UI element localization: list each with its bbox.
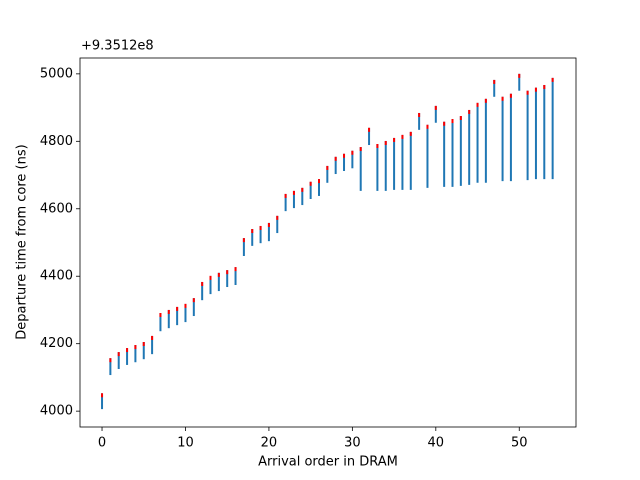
y-tick-label: 4400 [40, 269, 73, 284]
y-tick-label: 4800 [40, 134, 73, 149]
y-tick-label: 4600 [40, 201, 73, 216]
y-tick-label: 5000 [40, 66, 73, 81]
x-tick-label: 0 [98, 436, 106, 451]
plot-frame [79, 57, 577, 428]
x-tick-label: 40 [428, 436, 445, 451]
y-tick-label: 4000 [40, 404, 73, 419]
y-offset-label: +9.3512e8 [81, 39, 154, 54]
y-axis-label: Departure time from core (ns) [15, 144, 30, 339]
x-tick-label: 10 [177, 436, 194, 451]
x-axis-label: Arrival order in DRAM [258, 455, 398, 470]
x-tick-label: 20 [261, 436, 278, 451]
x-tick-label: 30 [344, 436, 361, 451]
y-tick-label: 4200 [40, 336, 73, 351]
x-tick-label: 50 [511, 436, 528, 451]
